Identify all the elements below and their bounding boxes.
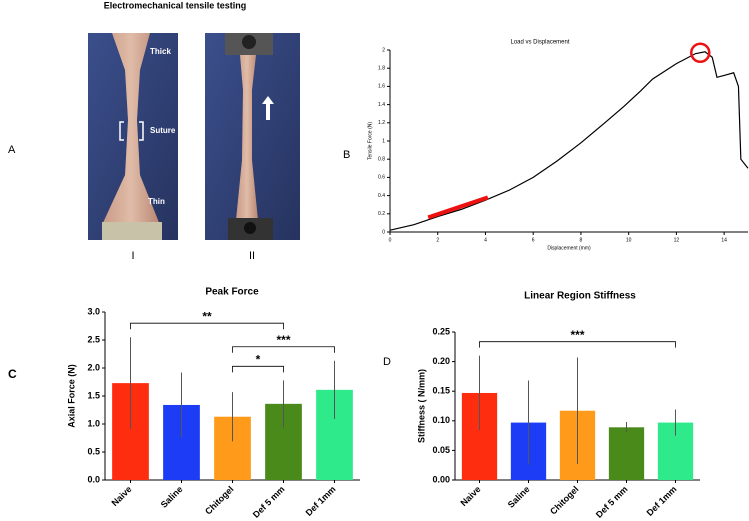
x-tick-label: 14 xyxy=(721,237,727,243)
significance-label: ** xyxy=(202,309,212,323)
y-tick-label: 1 xyxy=(382,138,385,144)
x-tick-label: 12 xyxy=(674,237,680,243)
y-tick-label: 2.0 xyxy=(87,362,100,372)
chart-title: Linear Region Stiffness xyxy=(524,291,636,302)
significance-label: *** xyxy=(276,333,290,347)
y-tick-label: 1.0 xyxy=(87,418,100,428)
photo-label: Suture xyxy=(150,126,176,135)
significance-bracket xyxy=(232,346,335,353)
x-tick-label: Def 1mm xyxy=(645,484,679,518)
photo-2 xyxy=(205,33,300,240)
x-tick-label: Chitogel xyxy=(548,484,581,517)
highlight-segment xyxy=(427,195,489,220)
y-tick-label: 0.05 xyxy=(432,445,450,455)
x-tick-label: Def 5 mm xyxy=(594,484,630,520)
significance-bracket xyxy=(479,341,676,348)
x-tick-label: Chitogel xyxy=(203,484,236,517)
y-tick-label: 0.20 xyxy=(432,356,450,366)
data-line xyxy=(389,51,749,231)
photo-label: Thin xyxy=(148,197,165,206)
y-tick-label: 0.10 xyxy=(432,415,450,425)
photo-number: I xyxy=(131,250,134,262)
x-tick-label: Saline xyxy=(506,484,532,510)
photo-number: II xyxy=(249,250,255,262)
x-tick-label: 8 xyxy=(580,237,583,243)
y-tick-label: 1.5 xyxy=(87,390,100,400)
x-tick-label: Def 1mm xyxy=(304,484,338,518)
figure-title: Electromechanical tensile testing xyxy=(104,0,247,10)
x-tick-label: 2 xyxy=(436,237,439,243)
panel-label: C xyxy=(8,367,17,381)
y-tick-label: 3.0 xyxy=(87,306,100,316)
x-tick-label: 6 xyxy=(532,237,535,243)
peak-marker xyxy=(690,42,711,63)
y-axis-label: Axial Force (N) xyxy=(66,364,76,428)
y-tick-label: 0.0 xyxy=(87,474,100,484)
x-tick-label: Naive xyxy=(110,484,134,508)
chart-title: Peak Force xyxy=(205,287,259,298)
y-axis-label: Stiffness ( N/mm) xyxy=(416,369,426,443)
y-tick-label: 0.6 xyxy=(378,175,385,181)
x-axis-label: Displacement (mm) xyxy=(547,245,591,251)
y-tick-label: 1.2 xyxy=(378,120,385,126)
y-tick-label: 0.15 xyxy=(432,386,450,396)
y-tick-label: 1.8 xyxy=(378,66,385,72)
y-tick-label: 0.8 xyxy=(378,157,385,163)
chart-title: Load vs Displacement xyxy=(510,40,569,46)
y-tick-label: 1.6 xyxy=(378,84,385,90)
y-tick-label: 0.00 xyxy=(432,474,450,484)
x-tick-label: 0 xyxy=(389,237,392,243)
x-tick-label: Naive xyxy=(459,484,483,508)
y-tick-label: 0.4 xyxy=(378,193,385,199)
y-tick-label: 0.25 xyxy=(432,326,450,336)
y-tick-label: 0.2 xyxy=(378,211,385,217)
photo-label: Thick xyxy=(150,47,171,56)
x-tick-label: Def 5 mm xyxy=(251,484,287,520)
y-tick-label: 2 xyxy=(382,47,385,53)
significance-label: *** xyxy=(570,328,584,342)
y-tick-label: 2.5 xyxy=(87,334,100,344)
bar xyxy=(608,427,645,480)
y-tick-label: 0.5 xyxy=(87,446,100,456)
photo-1 xyxy=(88,33,178,240)
significance-bracket xyxy=(232,365,284,373)
x-tick-label: 4 xyxy=(484,237,487,243)
x-tick-label: Saline xyxy=(159,484,185,510)
panel-label: B xyxy=(343,149,350,161)
y-tick-label: 0 xyxy=(382,229,385,235)
panel-label: A xyxy=(8,144,16,156)
significance-label: * xyxy=(256,352,261,366)
x-tick-label: 10 xyxy=(626,237,632,243)
y-axis-label: Tensile Force (N) xyxy=(367,122,373,160)
significance-bracket xyxy=(130,322,284,330)
y-tick-label: 1.4 xyxy=(378,102,385,108)
panel-label: D xyxy=(383,356,391,368)
